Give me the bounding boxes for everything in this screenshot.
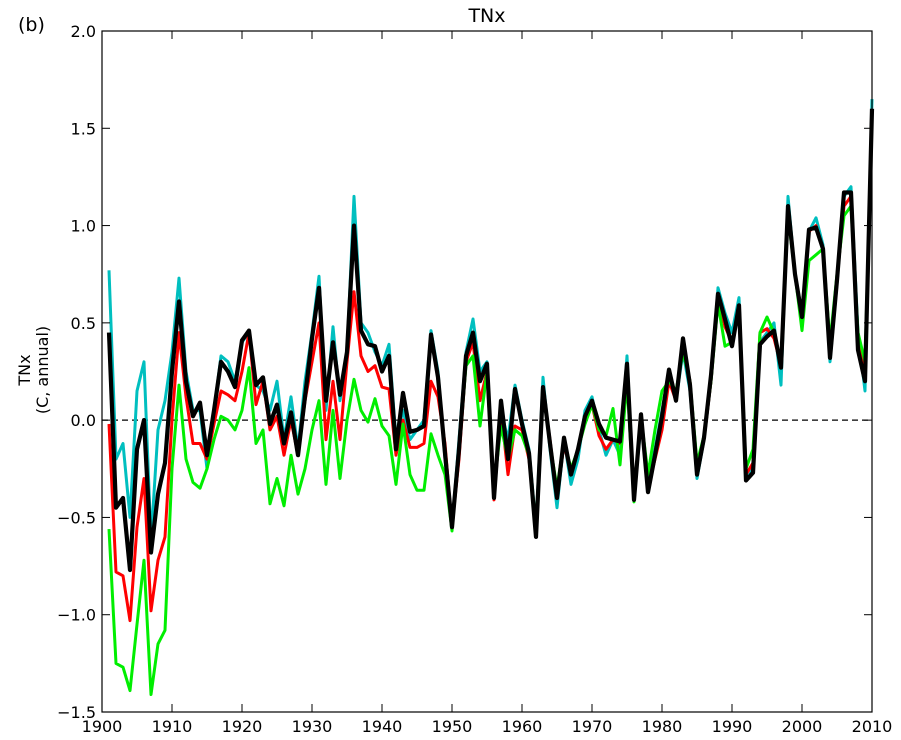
y-axis-label: TNx (C, annual)	[15, 326, 52, 414]
y-tick-label: 1.0	[71, 217, 96, 236]
panel-label: (b)	[18, 14, 45, 36]
x-tick-label: 1980	[642, 717, 683, 736]
y-tick-label: 0.5	[71, 314, 96, 333]
x-tick-label: 1920	[222, 717, 263, 736]
x-tick-label: 2010	[852, 717, 893, 736]
plot-frame	[101, 30, 873, 713]
x-tick-label: 1960	[502, 717, 543, 736]
y-tick-label: 2.0	[71, 22, 96, 41]
series-line-1	[107, 99, 874, 543]
x-tick-label: 1930	[292, 717, 333, 736]
x-tick-label: 1970	[572, 717, 613, 736]
y-tick-label: 0.0	[71, 411, 96, 430]
x-tick-label: 1910	[152, 717, 193, 736]
series-lines	[106, 99, 875, 696]
y-tick-label: 1.5	[71, 119, 96, 138]
x-tick-label: 2000	[782, 717, 823, 736]
x-tick-label: 1900	[82, 717, 123, 736]
x-tick-label: 1940	[362, 717, 403, 736]
y-tick-label: −1.0	[57, 606, 96, 625]
y-axis-label-line2: (C, annual)	[33, 326, 52, 414]
y-tick-label: −1.5	[57, 703, 96, 722]
series-line-4	[106, 108, 875, 573]
axis-ticks: 1900 1910 1920 1930 1940 1950 1960 1970 1980 1990…	[57, 22, 892, 736]
y-axis-label-line1: TNx	[15, 354, 34, 386]
chart-title: TNx	[467, 5, 505, 27]
x-tick-label: 1950	[432, 717, 473, 736]
y-tick-label: −0.5	[57, 508, 96, 527]
x-tick-label: 1990	[712, 717, 753, 736]
